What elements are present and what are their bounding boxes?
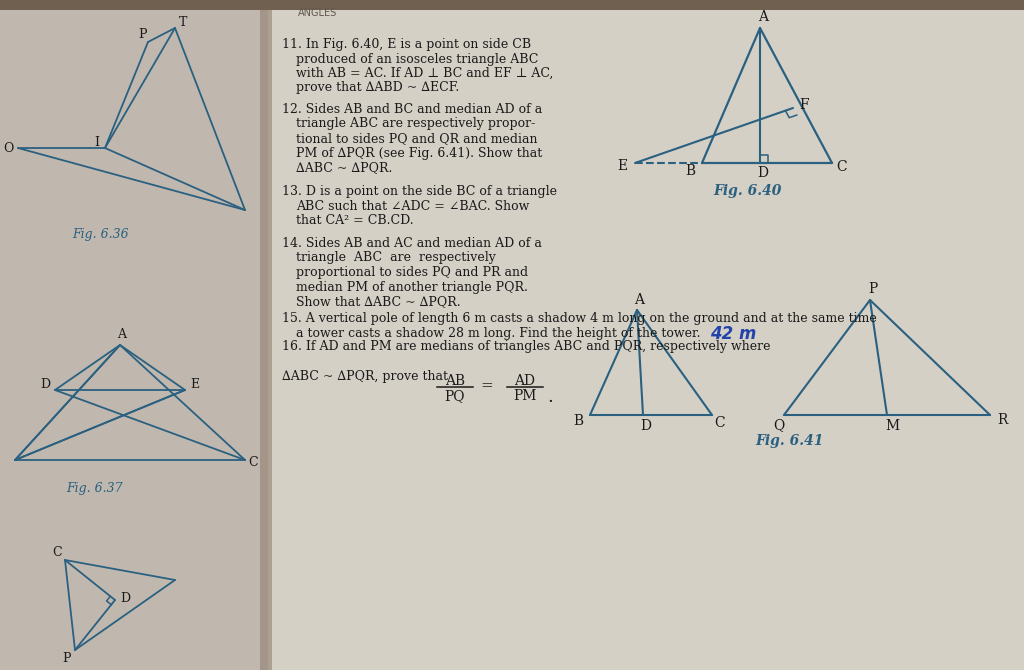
Text: P: P	[868, 282, 878, 296]
Text: AD: AD	[514, 374, 536, 388]
Text: .: .	[547, 388, 553, 406]
Text: produced of an isosceles triangle ABC: produced of an isosceles triangle ABC	[296, 52, 539, 66]
Text: C: C	[52, 545, 61, 559]
Text: ∆ABC ~ ∆PQR.: ∆ABC ~ ∆PQR.	[296, 161, 392, 174]
Text: M: M	[885, 419, 899, 433]
Text: I: I	[94, 135, 99, 149]
Text: P: P	[138, 27, 147, 40]
Text: AB: AB	[445, 374, 465, 388]
Text: E: E	[616, 159, 627, 173]
Text: tional to sides PQ and QR and median: tional to sides PQ and QR and median	[296, 132, 538, 145]
Text: 15. A vertical pole of length 6 m casts a shadow 4 m long on the ground and at t: 15. A vertical pole of length 6 m casts …	[282, 312, 877, 325]
Text: A: A	[758, 10, 768, 24]
Polygon shape	[268, 0, 1024, 670]
Text: a tower casts a shadow 28 m long. Find the height of the tower.: a tower casts a shadow 28 m long. Find t…	[296, 326, 700, 340]
Polygon shape	[0, 0, 268, 670]
Text: proportional to sides PQ and PR and: proportional to sides PQ and PR and	[296, 266, 528, 279]
Text: =: =	[480, 379, 494, 393]
Text: R: R	[996, 413, 1008, 427]
Text: PQ: PQ	[444, 389, 465, 403]
Text: C: C	[837, 160, 847, 174]
Text: B: B	[573, 414, 583, 428]
Text: 14. Sides AB and AC and median AD of a: 14. Sides AB and AC and median AD of a	[282, 237, 542, 250]
Text: prove that ∆ABD ~ ∆ECF.: prove that ∆ABD ~ ∆ECF.	[296, 82, 459, 94]
Text: 12. Sides AB and BC and median AD of a: 12. Sides AB and BC and median AD of a	[282, 103, 543, 116]
Text: with AB = AC. If AD ⊥ BC and EF ⊥ AC,: with AB = AC. If AD ⊥ BC and EF ⊥ AC,	[296, 67, 553, 80]
Polygon shape	[0, 0, 1024, 10]
Text: E: E	[190, 379, 200, 391]
Text: median PM of another triangle PQR.: median PM of another triangle PQR.	[296, 281, 528, 293]
Text: Q: Q	[773, 418, 784, 432]
Text: D: D	[640, 419, 651, 433]
Text: Show that ∆ABC ~ ∆PQR.: Show that ∆ABC ~ ∆PQR.	[296, 295, 461, 308]
Text: 16. If AD and PM are medians of triangles ABC and PQR, respectively where: 16. If AD and PM are medians of triangle…	[282, 340, 770, 353]
Text: that CA² = CB.CD.: that CA² = CB.CD.	[296, 214, 414, 227]
Text: ∆ABC ~ ∆PQR, prove that: ∆ABC ~ ∆PQR, prove that	[282, 370, 449, 383]
Text: P: P	[62, 651, 72, 665]
Text: 42 m: 42 m	[710, 325, 757, 343]
Text: Fig. 6.40: Fig. 6.40	[714, 184, 782, 198]
Text: O: O	[3, 141, 13, 155]
Text: Fig. 6.41: Fig. 6.41	[756, 434, 824, 448]
Text: 13. D is a point on the side BC of a triangle: 13. D is a point on the side BC of a tri…	[282, 185, 557, 198]
Text: ANGLES: ANGLES	[298, 8, 337, 18]
Text: D: D	[758, 166, 768, 180]
Text: triangle  ABC  are  respectively: triangle ABC are respectively	[296, 251, 496, 265]
Text: ABC such that ∠ADC = ∠BAC. Show: ABC such that ∠ADC = ∠BAC. Show	[296, 200, 529, 212]
Text: D: D	[40, 379, 50, 391]
Text: triangle ABC are respectively propor-: triangle ABC are respectively propor-	[296, 117, 536, 131]
Text: A: A	[634, 293, 644, 307]
Text: C: C	[248, 456, 258, 470]
Text: Fig. 6.36: Fig. 6.36	[72, 228, 128, 241]
Text: A: A	[118, 328, 127, 342]
Text: D: D	[120, 592, 130, 604]
Polygon shape	[260, 0, 272, 670]
Text: PM: PM	[513, 389, 537, 403]
Text: C: C	[715, 416, 725, 430]
Text: B: B	[685, 164, 695, 178]
Text: T: T	[179, 17, 187, 29]
Text: Fig. 6.37: Fig. 6.37	[67, 482, 123, 495]
Text: 11. In Fig. 6.40, E is a point on side CB: 11. In Fig. 6.40, E is a point on side C…	[282, 38, 531, 51]
Text: F: F	[799, 98, 809, 112]
Text: PM of ∆PQR (see Fig. 6.41). Show that: PM of ∆PQR (see Fig. 6.41). Show that	[296, 147, 543, 159]
